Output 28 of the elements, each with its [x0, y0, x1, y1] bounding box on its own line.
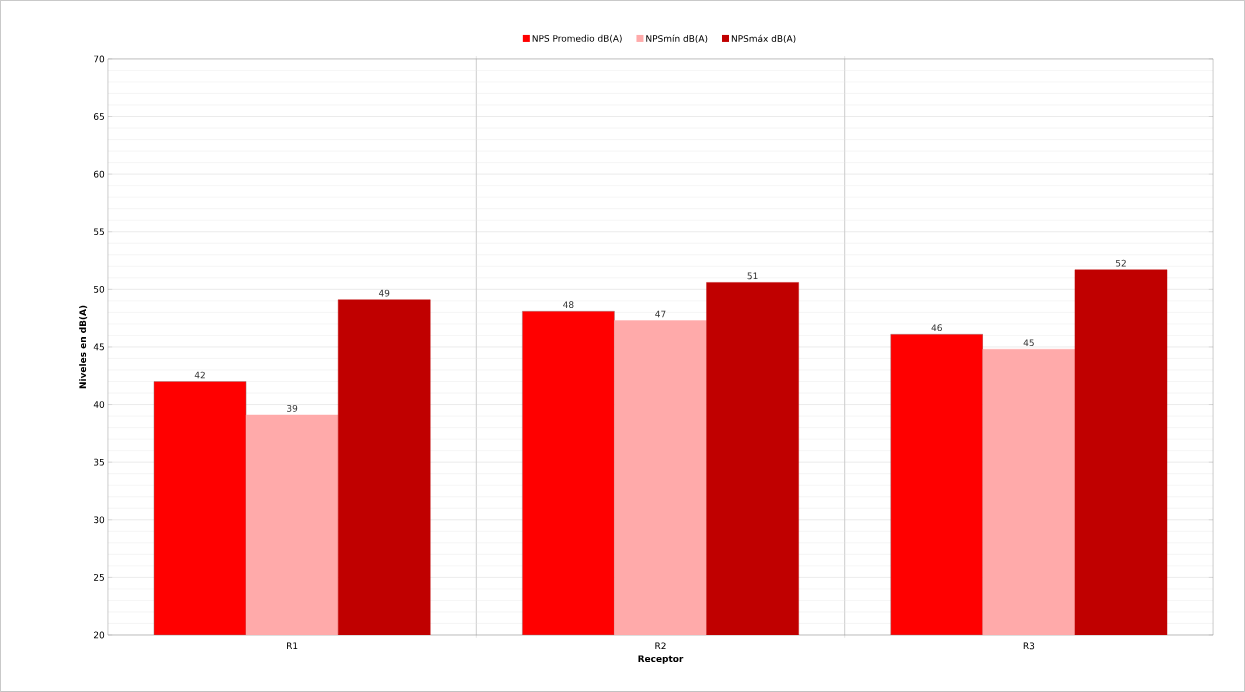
data-label: 48: [563, 301, 574, 309]
data-label: 52: [1115, 259, 1126, 267]
y-tick-label: 50: [94, 286, 105, 293]
data-label: 45: [1023, 339, 1034, 347]
legend-label: NPS Promedio dB(A): [532, 34, 622, 43]
data-label: 47: [655, 310, 666, 318]
y-tick-label: 45: [93, 343, 104, 351]
data-label: 42: [194, 371, 205, 379]
x-tick-label: R1: [287, 642, 298, 650]
legend-label: NPSmáx dB(A): [731, 34, 796, 44]
y-axis-title: Niveles en dB(A): [79, 305, 88, 389]
y-tick-label: 70: [94, 55, 105, 63]
data-label: 39: [287, 405, 298, 412]
x-tick-label: R2: [655, 642, 666, 650]
x-axis-title: Receptor: [638, 655, 684, 664]
y-tick-label: 60: [93, 170, 105, 178]
y-tick-label: 20: [93, 631, 105, 639]
y-tick-label: 65: [93, 113, 104, 120]
data-label: 49: [378, 289, 390, 297]
y-tick-label: 30: [94, 516, 105, 524]
legend-label: NPSmín dB(A): [646, 34, 708, 44]
data-label: 51: [747, 272, 758, 280]
x-tick-label: R3: [1023, 642, 1035, 650]
data-label: 46: [931, 324, 942, 332]
y-tick-label: 40: [93, 401, 105, 408]
y-tick-label: 55: [94, 228, 104, 236]
y-tick-label: 35: [94, 458, 104, 466]
y-tick-label: 25: [93, 574, 104, 581]
